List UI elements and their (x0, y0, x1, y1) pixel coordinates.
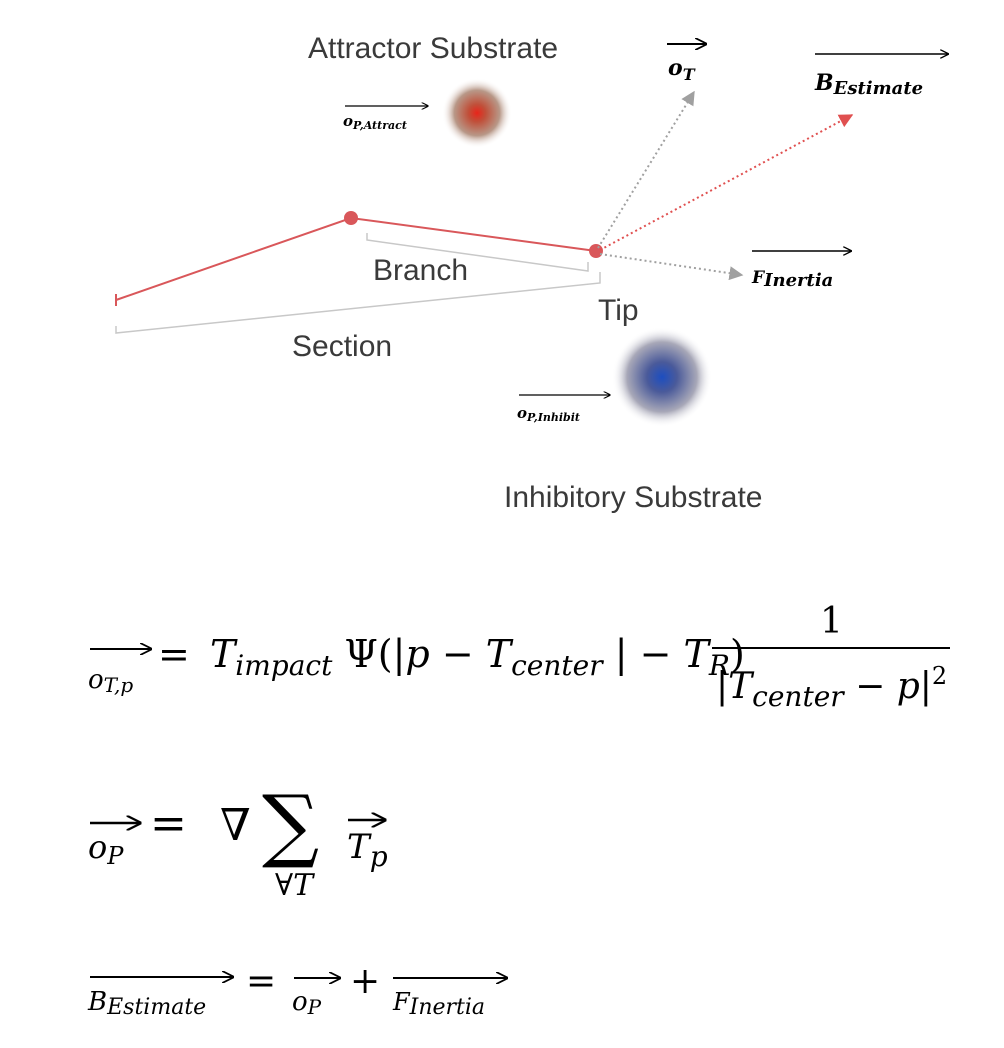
attractor-substrate (442, 78, 512, 148)
branch-bracket (366, 233, 589, 272)
ot-dotted-vector (597, 90, 695, 249)
eq3-plus: + (350, 961, 380, 1002)
ot-label: oT (668, 55, 696, 84)
equation-2: oP = ∇ ∑ ∀T Tp (88, 778, 388, 903)
eq2-nabla: ∇ (220, 800, 251, 851)
op-inhibit-label: oP,Inhibit (517, 404, 580, 424)
tip-label: Tip (598, 294, 639, 327)
op-attract-label: oP,Attract (343, 112, 407, 132)
branch-label: Branch (373, 254, 468, 287)
branch-polyline (115, 216, 597, 301)
eq2-sum: ∑ (262, 778, 319, 871)
section-label: Section (292, 330, 392, 363)
eq3-f: FInertia (392, 988, 485, 1020)
inhibitory-substrate (612, 327, 712, 427)
eq2-equals: = (150, 798, 187, 849)
attractor-label: Attractor Substrate (308, 32, 558, 65)
equation-1: oT,p = Timpact Ψ(|p − Tcenter | − TR) 1 … (88, 601, 950, 715)
eq1-numerator: 1 (820, 601, 843, 642)
eq2-lhs: oP (88, 828, 124, 870)
eq3-op: oP (292, 987, 322, 1019)
branch-node (344, 211, 358, 225)
b-estimate-label: BEstimate (814, 70, 923, 99)
eq1-rhs: = Timpact Ψ(|p − Tcenter | − TR) (158, 632, 745, 684)
f-inertia-dotted-vector (599, 253, 744, 281)
tip-node (589, 244, 603, 258)
section-bracket (115, 272, 601, 334)
eq3-equals: = (246, 961, 276, 1002)
inhibitory-label: Inhibitory Substrate (504, 481, 762, 514)
eq2-rhs: Tp (347, 827, 388, 873)
eq2-sum-under: ∀T (275, 868, 315, 903)
eq1-lhs: oT,p (88, 665, 133, 697)
eq3-lhs: BEstimate (87, 987, 206, 1020)
f-inertia-label: FInertia (751, 268, 833, 291)
eq1-denominator: |Tcenter − p|2 (716, 662, 947, 715)
equation-3: BEstimate = oP + FInertia (87, 961, 507, 1020)
